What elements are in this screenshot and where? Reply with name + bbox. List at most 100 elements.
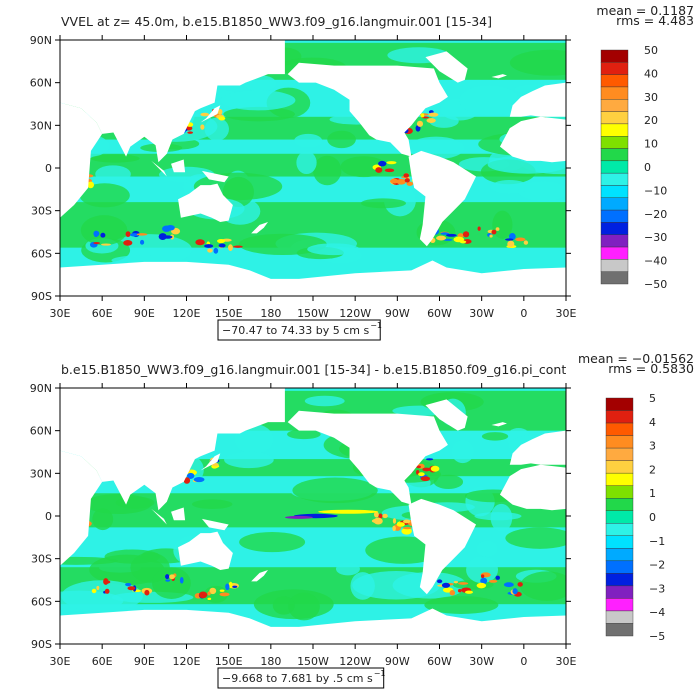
colorbar-label: −5 — [649, 630, 665, 643]
field-patch — [288, 592, 320, 621]
y-tick-label: 0 — [45, 510, 52, 523]
eddy-mark — [480, 577, 488, 585]
x-tick-label: 60W — [427, 307, 452, 320]
eddy-mark — [87, 181, 95, 189]
colorbar-label: 5 — [649, 392, 656, 405]
eddy-mark — [209, 587, 217, 595]
eddy-mark — [375, 167, 383, 173]
field-patch — [459, 85, 520, 116]
eddy-mark — [218, 116, 226, 121]
field-patch — [492, 210, 513, 239]
colorbar-label: 40 — [644, 67, 658, 80]
eddy-mark — [480, 574, 485, 579]
field-patch — [296, 151, 317, 175]
field-patch — [490, 180, 529, 194]
colorbar-swatch — [605, 598, 634, 612]
eddy-mark — [371, 518, 383, 524]
eddy-mark — [378, 160, 387, 167]
field-patch — [130, 552, 170, 583]
eddy-mark — [196, 241, 205, 244]
colorbar-swatch — [600, 185, 629, 198]
eddy-mark — [219, 592, 230, 597]
y-tick-label: 30N — [30, 467, 52, 480]
colorbar-swatch — [600, 160, 629, 174]
eddy-mark — [378, 513, 383, 519]
field-patch — [307, 243, 360, 256]
colorbar-swatch — [600, 234, 629, 248]
eddy-mark — [219, 589, 225, 592]
eddy-mark — [420, 476, 431, 482]
field-patch — [476, 540, 498, 557]
x-tick-label: 150E — [215, 655, 243, 668]
x-tick-label: 0 — [520, 655, 527, 668]
eddy-mark — [422, 467, 431, 472]
eddy-mark — [465, 590, 473, 594]
colorbar-label: 3 — [649, 440, 656, 453]
x-tick-label: 150W — [297, 655, 329, 668]
eddy-mark — [163, 235, 173, 239]
colorbar-swatch — [605, 397, 634, 411]
panel-2: 90N 60N 30N 0 30S 60S 90S 30E 60E 90E 120E 150E 180 1… — [30, 351, 694, 689]
x-tick-label: 30E — [556, 307, 577, 320]
x-tick-label: 90E — [134, 655, 155, 668]
eddy-mark — [96, 585, 100, 591]
eddy-mark — [104, 588, 110, 594]
field-patch — [352, 571, 441, 600]
x-tick-label: 30W — [469, 655, 494, 668]
eddy-mark — [495, 227, 500, 231]
eddy-mark — [207, 597, 212, 601]
contour-range-label: −70.47 to 74.33 by 5 cm s −1 — [217, 319, 382, 341]
y-tick-label: 30N — [30, 119, 52, 132]
eddy-mark — [165, 574, 170, 580]
x-tick-label: 90W — [385, 655, 410, 668]
x-tick-label: 0 — [520, 307, 527, 320]
panel-title: b.e15.B1850_WW3.f09_g16.langmuir.001 [15… — [61, 362, 566, 377]
units-exponent: −1 — [374, 669, 386, 678]
y-tick-label: 0 — [45, 162, 52, 175]
colorbar-swatch — [605, 560, 634, 574]
field-patch — [60, 556, 118, 565]
colorbar-swatch — [605, 447, 634, 461]
y-tick-label: 90N — [30, 382, 52, 395]
field-patch — [327, 130, 356, 149]
eddy-mark — [183, 477, 191, 484]
y-tick-label: 60N — [30, 77, 52, 90]
eddy-mark — [384, 168, 395, 173]
eddy-mark — [386, 161, 397, 165]
eddy-mark — [91, 588, 97, 594]
colorbar-swatch — [600, 246, 629, 260]
eddy-mark — [441, 582, 451, 588]
map-field — [60, 388, 566, 644]
eddy-mark — [193, 476, 205, 483]
eddy-mark — [449, 590, 456, 596]
field-patch — [287, 429, 321, 440]
x-tick-label: 120E — [173, 307, 201, 320]
y-tick-label: 90S — [31, 638, 52, 651]
eddy-mark — [165, 579, 170, 582]
eddy-mark — [426, 118, 436, 123]
colorbar-label: 30 — [644, 91, 658, 104]
y-tick-label: 60S — [31, 595, 52, 608]
eddy-mark — [406, 181, 414, 186]
colorbar-label: 10 — [644, 138, 658, 151]
eddy-mark — [233, 245, 243, 248]
eddy-mark — [489, 234, 493, 238]
field-patch — [92, 508, 114, 531]
x-tick-label: 60W — [427, 655, 452, 668]
eddy-mark — [443, 238, 453, 241]
eddy-mark — [396, 178, 407, 185]
field-patch — [79, 183, 130, 208]
eddy-mark — [207, 591, 211, 596]
eddy-mark — [382, 513, 388, 519]
field-patch — [335, 562, 360, 576]
colorbar-label: −10 — [644, 184, 667, 197]
colorbar-label: −3 — [649, 582, 665, 595]
range-text: −9.668 to 7.681 by .5 cm s — [222, 672, 373, 685]
colorbar-swatch — [600, 222, 629, 235]
field-patch — [294, 133, 323, 148]
colorbar-label: 50 — [644, 44, 658, 57]
colorbar-label: 0 — [644, 161, 651, 174]
eddy-mark — [416, 465, 421, 469]
field-patch — [304, 395, 345, 407]
field-patch — [85, 493, 152, 515]
